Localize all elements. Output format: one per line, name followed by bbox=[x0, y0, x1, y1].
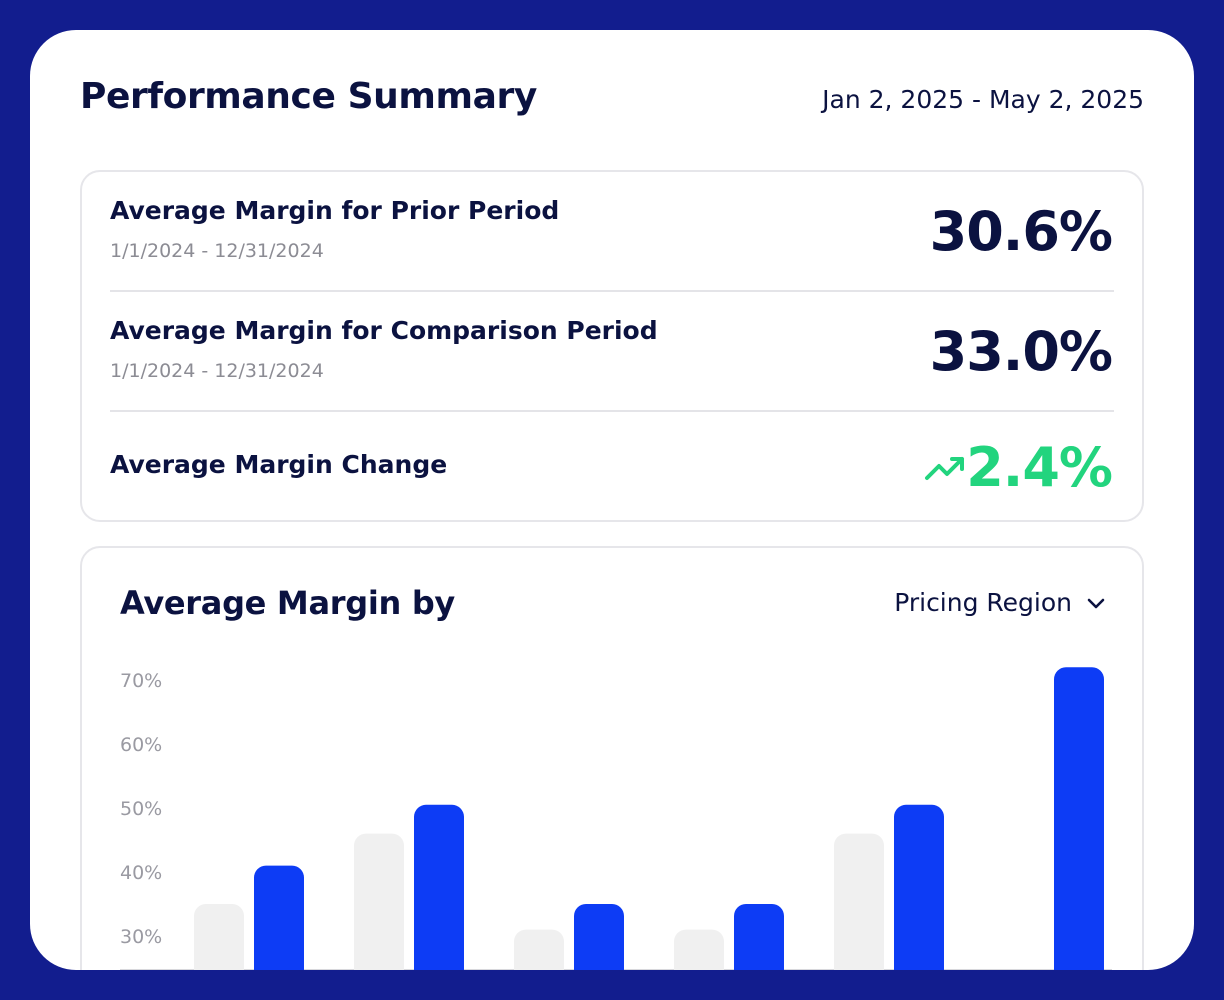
margin-change-row: Average Margin Change 2.4% bbox=[110, 412, 1114, 522]
prior-bar-3[interactable] bbox=[514, 929, 564, 970]
comparison-bar-6[interactable] bbox=[1054, 667, 1104, 970]
bar-chart: 70% 60% 50% 40% 30% bbox=[120, 667, 1112, 970]
margin-change-label: Average Margin Change bbox=[110, 450, 448, 479]
summary-card: Average Margin for Prior Period 1/1/2024… bbox=[80, 170, 1144, 522]
grouping-dropdown-value: Pricing Region bbox=[894, 588, 1072, 617]
grouping-dropdown[interactable]: Pricing Region bbox=[894, 588, 1106, 617]
date-range[interactable]: Jan 2, 2025 - May 2, 2025 bbox=[822, 85, 1144, 114]
prior-period-value: 30.6% bbox=[929, 200, 1113, 263]
prior-bar-1[interactable] bbox=[194, 904, 244, 970]
margin-change-value: 2.4% bbox=[966, 436, 1113, 499]
app-frame: Performance Summary Jan 2, 2025 - May 2,… bbox=[30, 30, 1194, 970]
chart-card: 70% 60% 50% 40% 30% Average Margin by Pricin… bbox=[80, 546, 1144, 970]
page-title: Performance Summary bbox=[80, 76, 537, 117]
prior-period-label: Average Margin for Prior Period bbox=[110, 196, 560, 225]
y-tick-label: 60% bbox=[120, 734, 162, 756]
chart-title: Average Margin by bbox=[120, 584, 455, 622]
y-tick-label: 40% bbox=[120, 862, 162, 884]
y-tick-label: 50% bbox=[120, 798, 162, 820]
prior-bar-5[interactable] bbox=[834, 833, 884, 970]
comparison-bar-1[interactable] bbox=[254, 865, 304, 970]
comparison-period-label: Average Margin for Comparison Period bbox=[110, 316, 658, 345]
y-tick-label: 30% bbox=[120, 926, 162, 948]
prior-bar-4[interactable] bbox=[674, 929, 724, 970]
comparison-bar-3[interactable] bbox=[574, 904, 624, 970]
y-tick-label: 70% bbox=[120, 670, 162, 692]
trend-up-icon bbox=[925, 457, 964, 480]
prior-bar-2[interactable] bbox=[354, 833, 404, 970]
comparison-period-value: 33.0% bbox=[929, 320, 1113, 383]
comparison-bar-4[interactable] bbox=[734, 904, 784, 970]
chevron-down-icon bbox=[1087, 598, 1105, 608]
prior-period-row: Average Margin for Prior Period 1/1/2024… bbox=[110, 172, 1114, 292]
comparison-period-range: 1/1/2024 - 12/31/2024 bbox=[110, 360, 324, 382]
prior-period-range: 1/1/2024 - 12/31/2024 bbox=[110, 240, 324, 262]
comparison-bar-5[interactable] bbox=[894, 804, 944, 970]
comparison-bar-2[interactable] bbox=[414, 804, 464, 970]
comparison-period-row: Average Margin for Comparison Period 1/1… bbox=[110, 292, 1114, 412]
